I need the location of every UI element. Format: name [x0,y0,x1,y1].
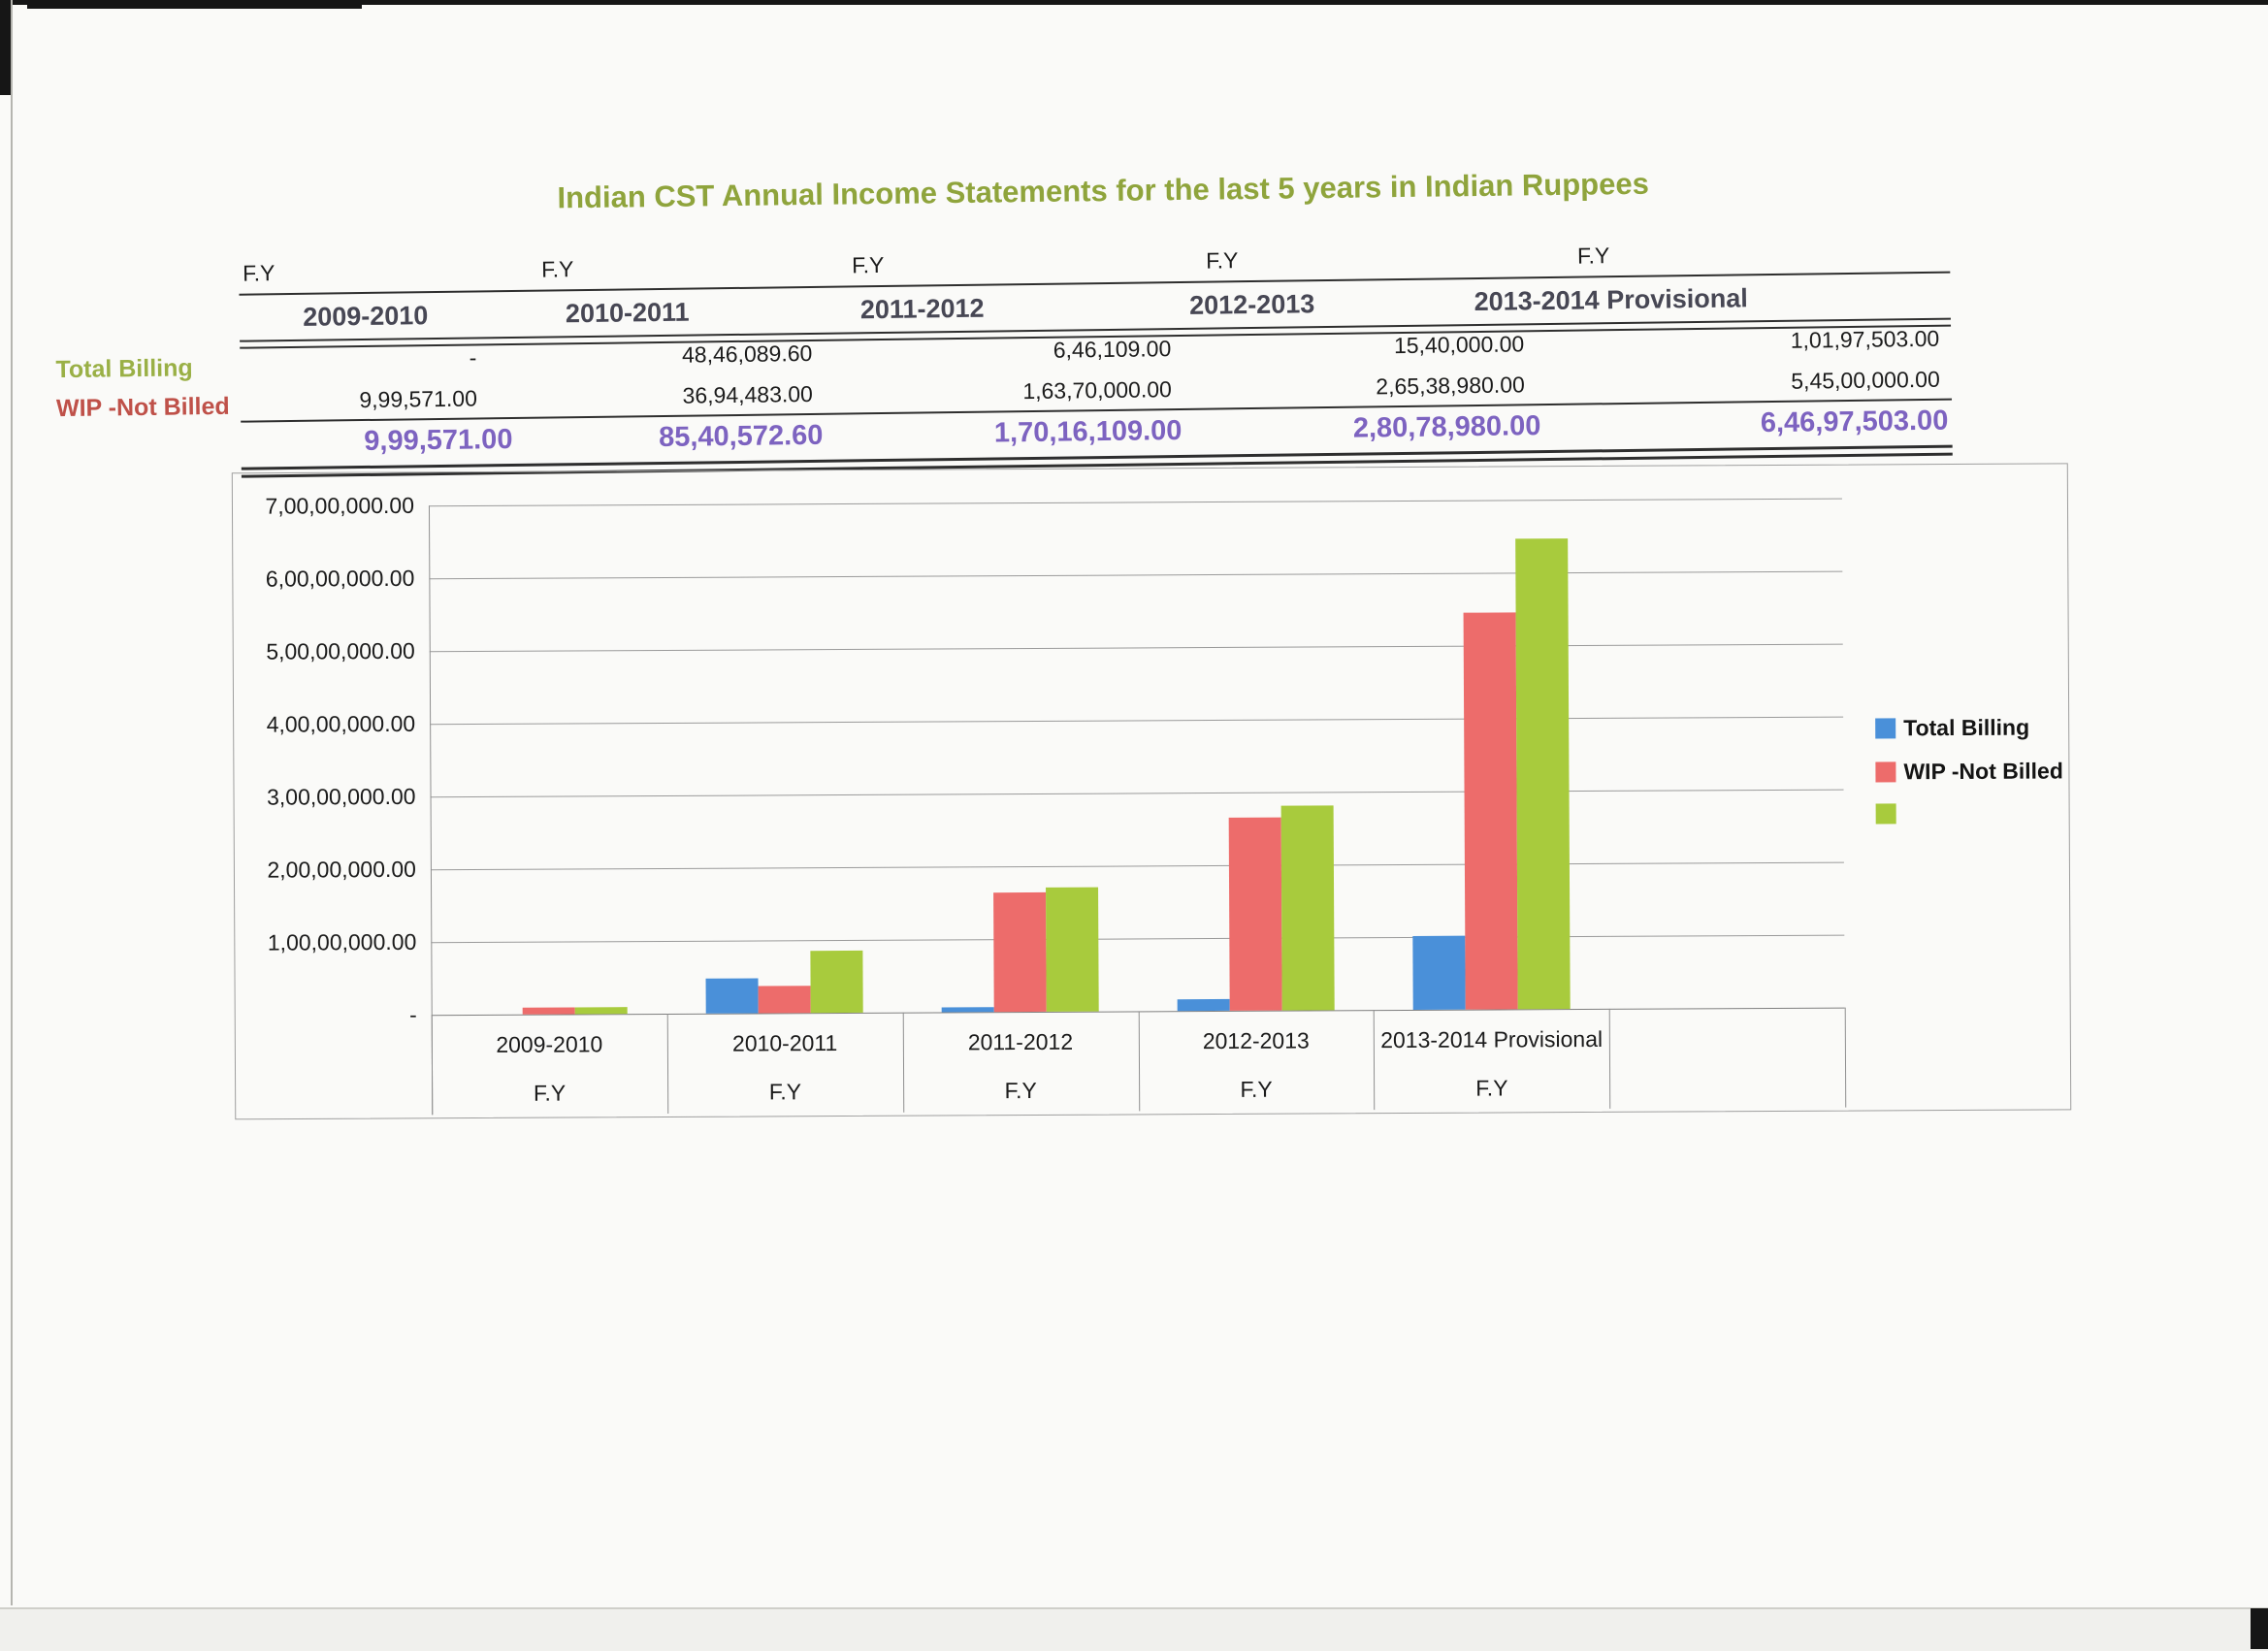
bar-wip-not-billed-2011-2012 [993,892,1047,1013]
x-axis-category-label: 2010-2011 [731,1030,838,1056]
bar-wip-not-billed-2009-2010 [523,1006,576,1015]
bar-total-billing-2011-2012 [941,1007,994,1013]
bar-total-2011-2012 [1046,888,1099,1012]
legend-swatch-icon [1875,718,1896,739]
x-axis-category-label: 2013-2014 Provisional [1380,1025,1604,1053]
bar-total-2013-2014-Provisional [1514,537,1571,1010]
y-axis-tick-label: 3,00,00,000.00 [266,783,416,810]
scan-artifact-top-left-blob [27,0,362,9]
bar-total-billing-2013-2014-Provisional [1412,935,1466,1010]
legend-item-wip-not-billed: WIP -Not Billed [1875,758,2063,785]
x-axis-fy-label: F.Y [533,1080,567,1106]
x-axis-category-label: 2011-2012 [967,1028,1074,1055]
x-axis-fy-label: F.Y [1240,1076,1273,1102]
bar-total-2012-2013 [1280,805,1335,1011]
bar-total-billing-2010-2011 [705,978,759,1014]
scan-artifact-bottom-right-block [2251,1608,2268,1649]
scan-bed-below-paper [0,1607,2268,1651]
legend-item-unlabeled [1875,803,1896,825]
x-axis-category-label: 2009-2010 [496,1031,603,1057]
y-axis-tick-label: 7,00,00,000.00 [265,492,415,519]
legend-swatch-icon [1875,761,1896,783]
x-axis-fy-label: F.Y [768,1079,802,1105]
y-axis-tick-label: 5,00,00,000.00 [266,637,415,664]
y-axis-tick-label: 2,00,00,000.00 [267,856,417,883]
bar-wip-not-billed-2010-2011 [758,986,811,1014]
y-axis-tick-label: - [408,1001,417,1027]
x-axis-category-label: 2012-2013 [1202,1027,1310,1054]
y-axis-tick-label: 4,00,00,000.00 [266,710,416,737]
legend-item-total-billing: Total Billing [1875,715,2029,742]
y-axis-tick-label: 1,00,00,000.00 [267,928,417,955]
x-axis-fy-label: F.Y [1004,1077,1037,1104]
bar-chart: 7,00,00,000.00 6,00,00,000.00 5,00,00,000.… [0,0,2262,1116]
scan-artifact-top-edge [0,0,2268,5]
bar-total-2010-2011 [810,950,863,1014]
bar-wip-not-billed-2013-2014-Provisional [1463,612,1518,1010]
scan-artifact-paper-left-edge [11,0,13,1605]
legend-label: WIP -Not Billed [1903,758,2063,785]
legend-label: Total Billing [1903,714,2030,741]
bar-wip-not-billed-2012-2013 [1228,817,1282,1011]
bar-total-billing-2012-2013 [1177,999,1230,1012]
y-axis-tick-label: 6,00,00,000.00 [265,565,415,592]
chart-frame [231,463,2072,1120]
x-axis-fy-label: F.Y [1475,1075,1508,1101]
legend-swatch-icon [1875,803,1896,825]
bar-total-2009-2010 [575,1006,629,1015]
scan-artifact-left-strip [0,0,13,95]
